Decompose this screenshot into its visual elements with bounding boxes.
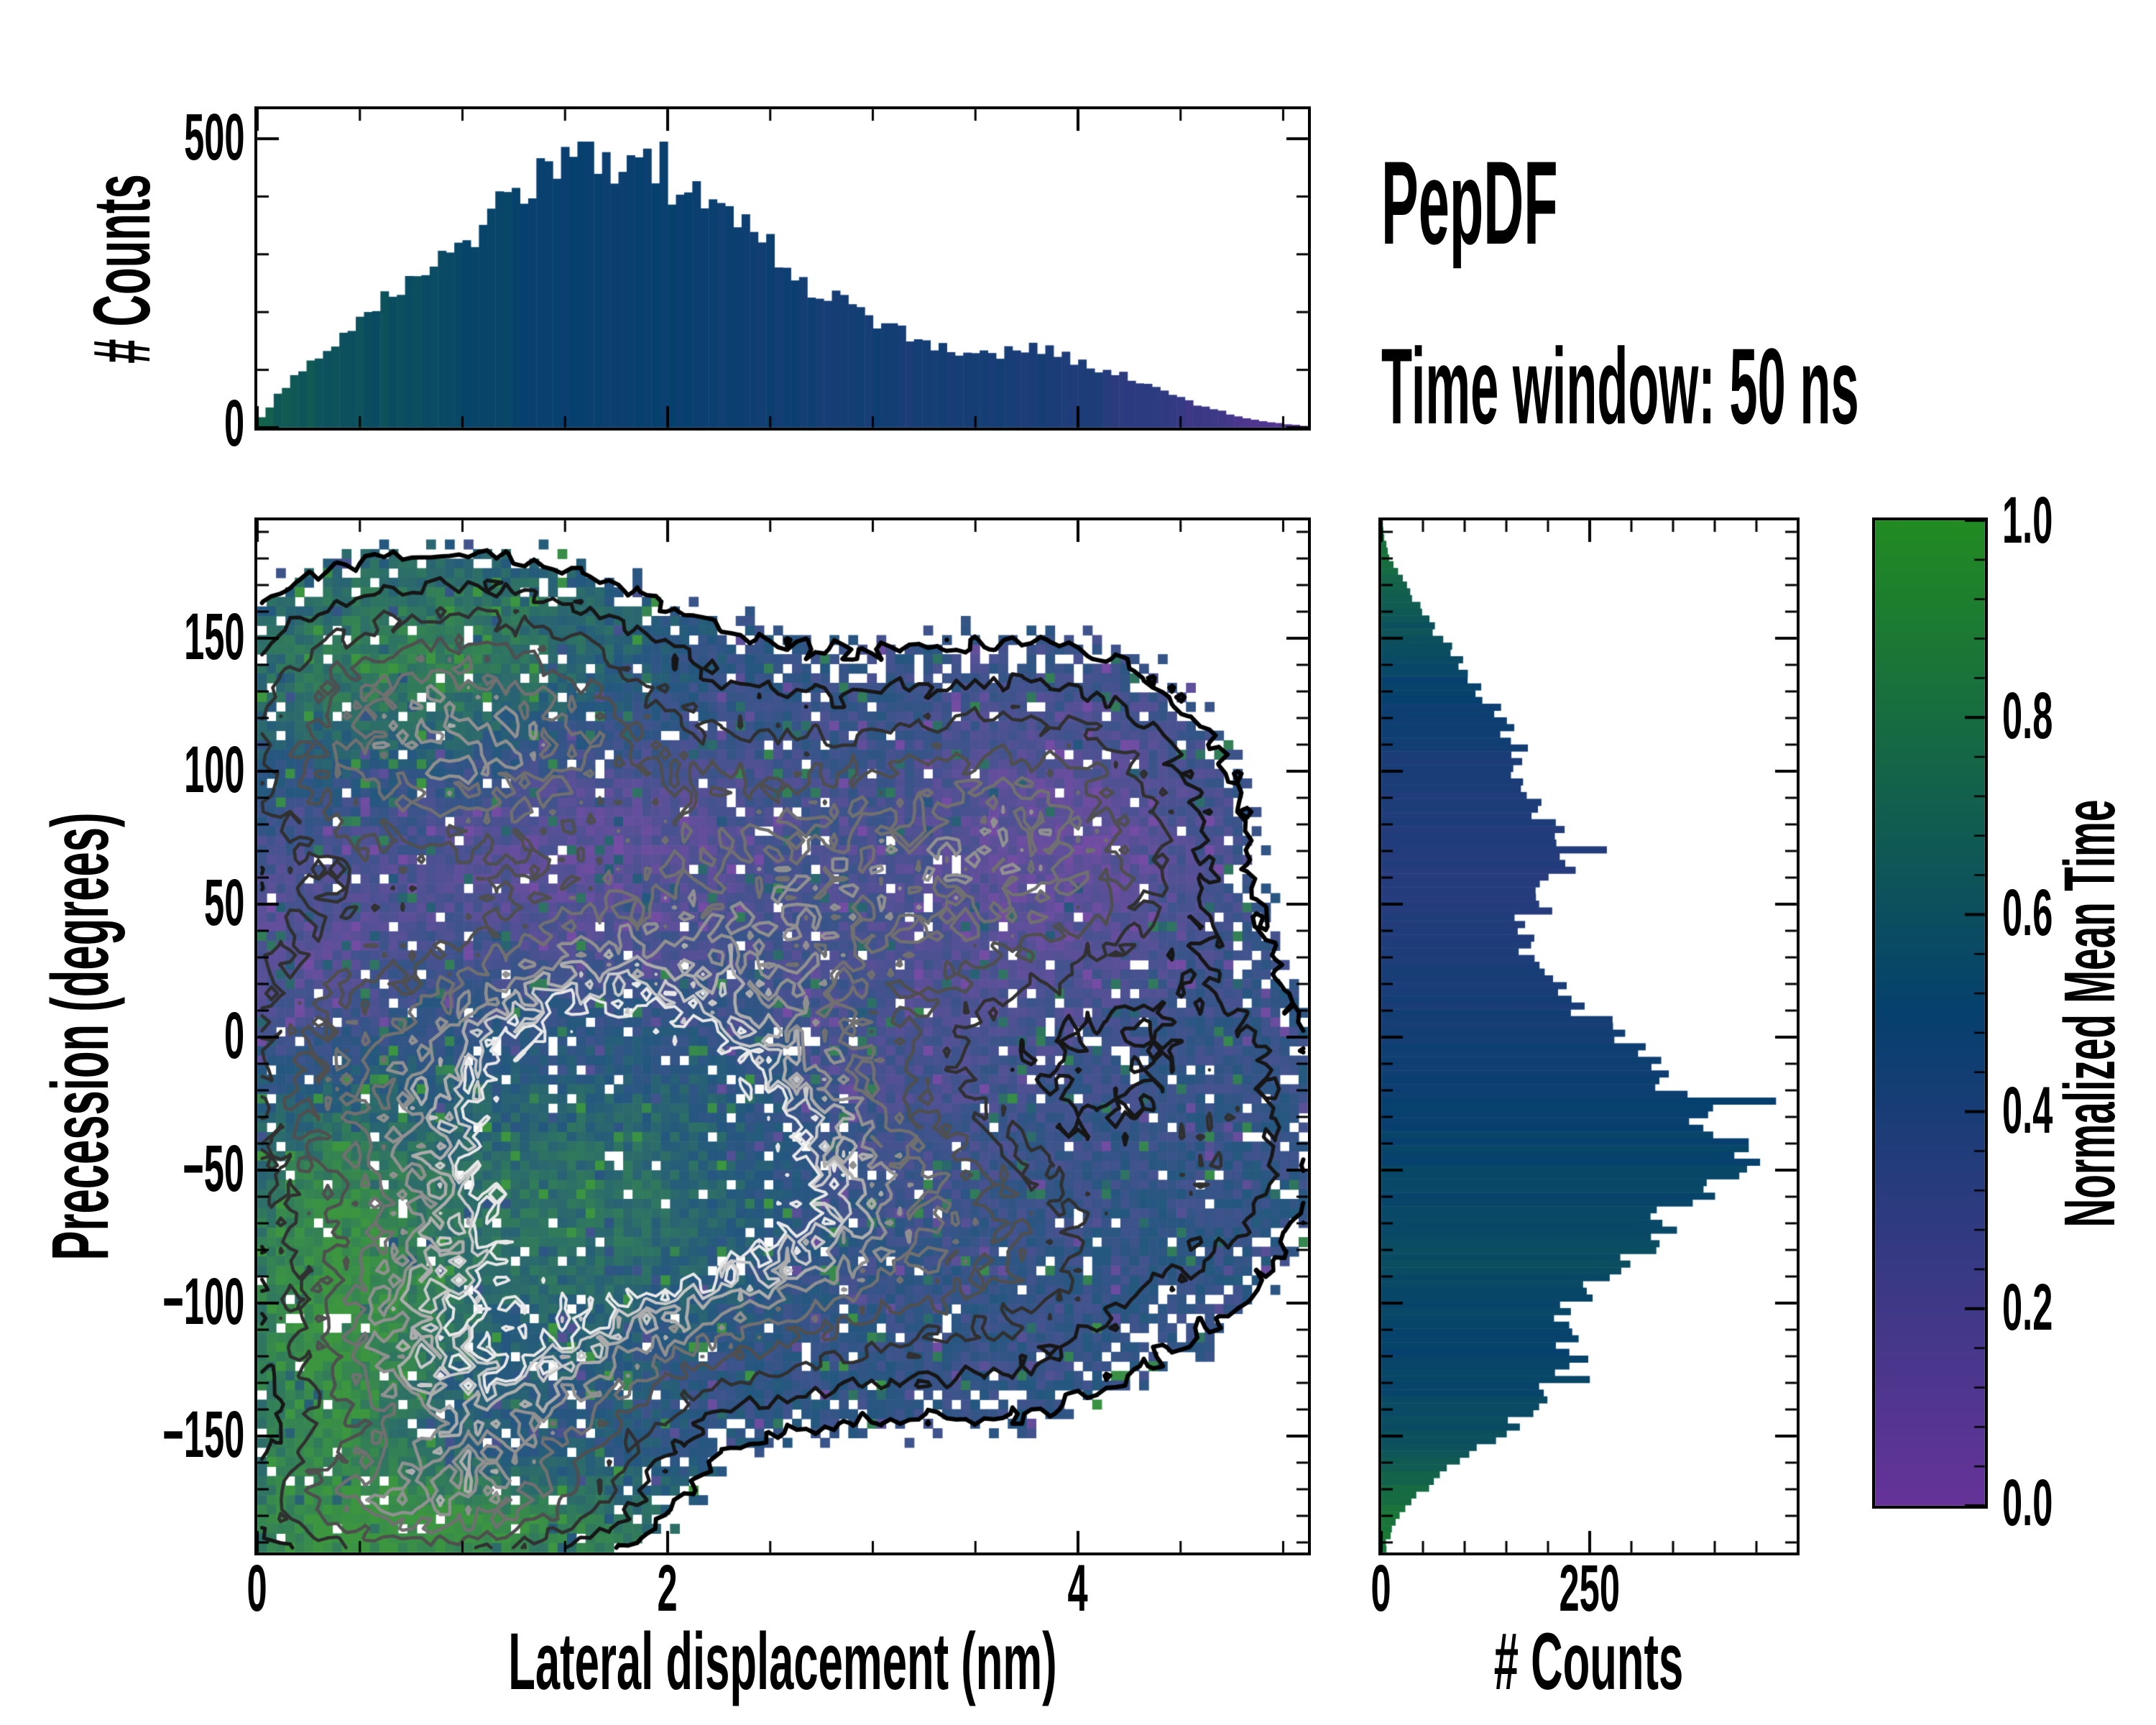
figure-subtitle-text: Time window: 50 ns [1381, 326, 1859, 446]
colorbar-label: Normalized Mean Time [2050, 799, 2130, 1228]
main-xlabel: Lateral displacement (nm) [508, 1616, 1057, 1706]
main-heatmap-panel [254, 518, 1311, 1555]
colorbar-tick-0.8: 0.8 [2002, 679, 2053, 753]
main-ytick-m50: −50 [183, 1132, 244, 1206]
main-xtick-4: 4 [1067, 1552, 1089, 1626]
top-hist-ytick-0: 0 [224, 387, 244, 461]
main-ytick-0: 0 [224, 999, 244, 1073]
colorbar-tick-0.6: 0.6 [2002, 876, 2053, 950]
main-ytick-m150: −150 [162, 1398, 244, 1472]
main-ytick-m100: −100 [162, 1265, 244, 1339]
main-ylabel: Precession (degrees) [35, 812, 125, 1261]
colorbar-panel [1872, 518, 1988, 1509]
figure-title-text: PepDF [1381, 137, 1558, 269]
right-hist-xtick-0: 0 [1370, 1552, 1392, 1626]
colorbar-tick-0.0: 0.0 [2002, 1466, 2053, 1540]
main-xtick-2: 2 [657, 1552, 678, 1626]
main-ytick-50: 50 [203, 866, 244, 940]
main-ytick-150: 150 [183, 600, 244, 674]
colorbar-tick-0.4: 0.4 [2002, 1074, 2053, 1148]
right-hist-xtick-250: 250 [1559, 1552, 1621, 1626]
figure-title: PepDF [1381, 144, 1757, 262]
top-hist-ylabel: # Counts [77, 174, 167, 364]
main-xtick-0: 0 [247, 1552, 268, 1626]
figure-subtitle: Time window: 50 ns [1381, 332, 2156, 440]
right-histogram-panel [1378, 518, 1800, 1555]
top-hist-ytick-500: 500 [183, 101, 244, 175]
colorbar-tick-0.2: 0.2 [2002, 1271, 2053, 1345]
top-histogram-panel [254, 106, 1311, 431]
right-hist-xlabel: # Counts [1494, 1616, 1684, 1706]
colorbar-tick-1.0: 1.0 [2002, 484, 2053, 558]
main-ytick-100: 100 [183, 733, 244, 807]
